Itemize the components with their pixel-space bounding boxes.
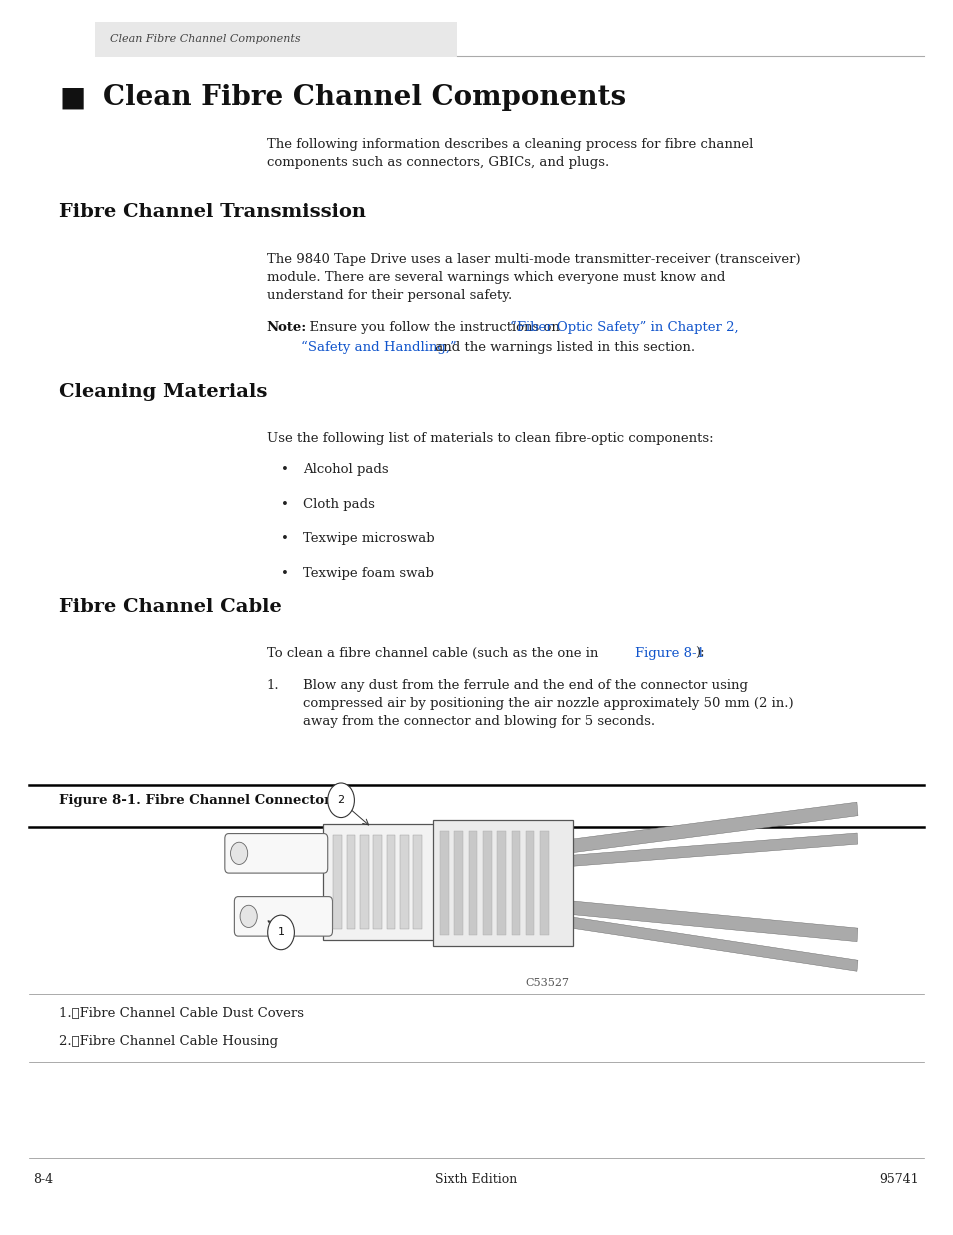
Text: The following information describes a cleaning process for fibre channel
compone: The following information describes a cl…	[267, 138, 752, 169]
Text: 1.	Fibre Channel Cable Dust Covers: 1. Fibre Channel Cable Dust Covers	[59, 1007, 304, 1020]
Bar	[539, 831, 548, 935]
Text: 1.: 1.	[267, 679, 279, 693]
Circle shape	[268, 915, 294, 950]
FancyBboxPatch shape	[95, 22, 456, 57]
Text: Texwipe foam swab: Texwipe foam swab	[303, 567, 434, 580]
Text: Use the following list of materials to clean fibre-optic components:: Use the following list of materials to c…	[267, 432, 713, 446]
Text: Clean Fibre Channel Components: Clean Fibre Channel Components	[110, 33, 300, 44]
Text: 8-4: 8-4	[33, 1173, 53, 1187]
FancyBboxPatch shape	[323, 824, 434, 940]
Bar	[468, 831, 476, 935]
Bar	[359, 835, 368, 929]
Text: 1: 1	[277, 927, 284, 937]
Text: Sixth Edition: Sixth Edition	[435, 1173, 517, 1187]
Text: •: •	[281, 567, 289, 580]
Text: Cleaning Materials: Cleaning Materials	[59, 383, 267, 401]
Circle shape	[231, 842, 248, 864]
Text: Fibre Channel Cable: Fibre Channel Cable	[59, 598, 281, 616]
Text: Alcohol pads: Alcohol pads	[303, 463, 388, 477]
Bar	[482, 831, 491, 935]
Text: Note:: Note:	[267, 321, 307, 335]
FancyArrow shape	[571, 918, 857, 971]
Text: Fibre Channel Transmission: Fibre Channel Transmission	[59, 203, 366, 221]
Text: 95741: 95741	[879, 1173, 919, 1187]
Text: Ensure you follow the instructions on: Ensure you follow the instructions on	[301, 321, 563, 335]
Text: “Safety and Handling,”: “Safety and Handling,”	[301, 341, 456, 354]
Text: C53527: C53527	[525, 978, 569, 988]
Text: Figure 8-1: Figure 8-1	[634, 647, 703, 661]
Bar	[497, 831, 505, 935]
Bar	[386, 835, 395, 929]
FancyBboxPatch shape	[234, 897, 333, 936]
Text: “Fiber Optic Safety” in Chapter 2,: “Fiber Optic Safety” in Chapter 2,	[509, 321, 738, 335]
Circle shape	[240, 905, 257, 927]
Bar	[413, 835, 421, 929]
Text: The 9840 Tape Drive uses a laser multi-mode transmitter-receiver (transceiver)
m: The 9840 Tape Drive uses a laser multi-m…	[267, 253, 800, 303]
Bar	[439, 831, 448, 935]
FancyArrow shape	[571, 803, 857, 852]
FancyBboxPatch shape	[225, 834, 328, 873]
Text: •: •	[281, 532, 289, 546]
Bar	[347, 835, 355, 929]
Text: 2.	Fibre Channel Cable Housing: 2. Fibre Channel Cable Housing	[59, 1035, 278, 1049]
FancyArrow shape	[571, 902, 857, 941]
Bar	[399, 835, 408, 929]
Text: and the warnings listed in this section.: and the warnings listed in this section.	[430, 341, 694, 354]
Text: ■: ■	[59, 84, 85, 112]
Bar	[525, 831, 534, 935]
Bar	[373, 835, 381, 929]
Bar	[454, 831, 462, 935]
Text: Figure 8-1. Fibre Channel Connector: Figure 8-1. Fibre Channel Connector	[59, 794, 331, 808]
Text: Texwipe microswab: Texwipe microswab	[303, 532, 435, 546]
Circle shape	[328, 783, 354, 818]
Text: Blow any dust from the ferrule and the end of the connector using
compressed air: Blow any dust from the ferrule and the e…	[303, 679, 793, 729]
Text: To clean a fibre channel cable (such as the one in: To clean a fibre channel cable (such as …	[267, 647, 601, 661]
Text: •: •	[281, 463, 289, 477]
Bar	[334, 835, 342, 929]
Text: 2: 2	[337, 795, 344, 805]
Text: Cloth pads: Cloth pads	[303, 498, 375, 511]
Text: •: •	[281, 498, 289, 511]
Bar	[511, 831, 519, 935]
Text: Clean Fibre Channel Components: Clean Fibre Channel Components	[103, 84, 625, 111]
FancyArrow shape	[571, 834, 857, 866]
Text: ):: ):	[695, 647, 704, 661]
FancyBboxPatch shape	[432, 820, 572, 946]
